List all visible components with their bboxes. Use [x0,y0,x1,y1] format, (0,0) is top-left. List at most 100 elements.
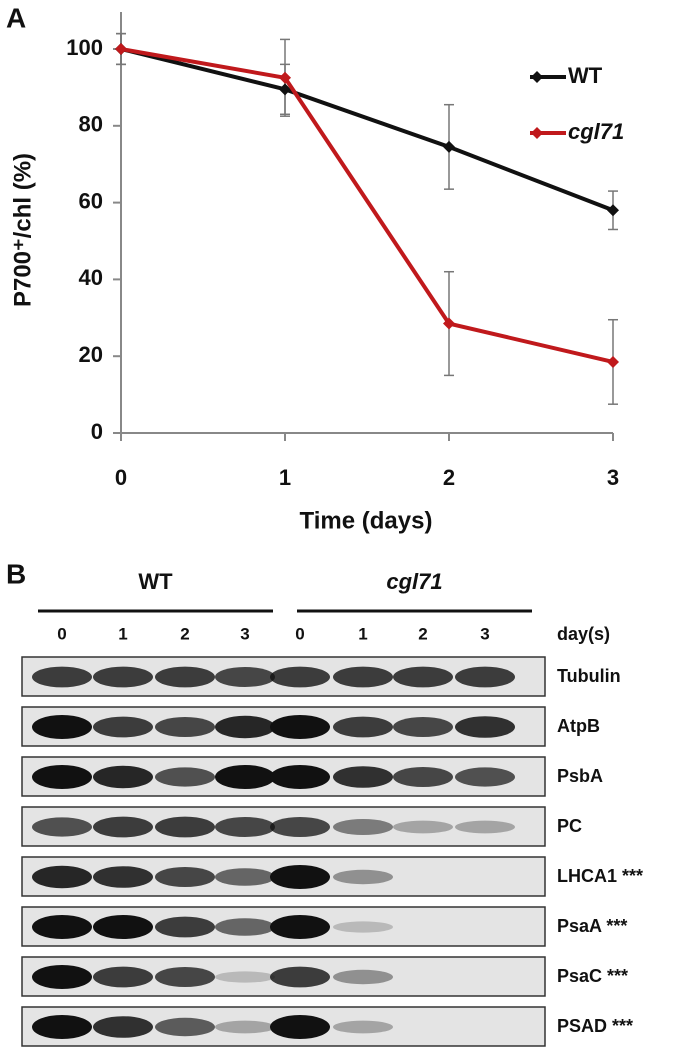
band [455,666,515,688]
band [93,716,153,738]
y-tick-label: 60 [79,188,103,213]
lane-label: 1 [118,624,127,643]
lane-label: 0 [295,624,304,643]
row-label: PsaA *** [557,916,627,936]
band [32,915,92,939]
y-axis-label: P700⁺/chl (%) [9,153,36,307]
band [270,715,330,739]
band [32,765,92,789]
row-label: Tubulin [557,666,621,686]
band [455,767,515,787]
band [155,816,215,838]
band [155,717,215,737]
line [120,47,614,213]
western-blot: WT cgl71 0 1 2 3 0 1 2 3 day(s) Tubulin AtpB PsbA PC LH… [21,569,643,1047]
band [333,666,393,688]
lane-label: 2 [418,624,427,643]
band [215,971,275,983]
lane-label: 0 [57,624,66,643]
y-tick-label: 40 [79,265,103,290]
band [215,868,275,886]
band [270,966,330,988]
lane-label: 3 [480,624,489,643]
x-tick-label: 0 [115,465,127,490]
marker [115,43,127,55]
marker [443,140,455,153]
row-label: LHCA1 *** [557,866,643,886]
marker [607,355,619,368]
x-tick-label: 2 [443,465,455,490]
marker [279,71,291,84]
row-label: PC [557,816,582,836]
legend-marker [531,127,543,139]
panel-label: B [6,558,26,589]
band [93,915,153,939]
lane-label: 2 [180,624,189,643]
band [270,915,330,939]
legend-label: WT [568,63,603,88]
band [333,969,393,985]
band [333,716,393,738]
band [215,918,275,936]
band [155,666,215,688]
line [120,47,614,364]
marker [607,204,619,217]
band [93,666,153,688]
band [393,767,453,787]
row-label: PsaC *** [557,966,628,986]
group-label: WT [138,569,173,594]
band [215,817,275,837]
band [32,965,92,989]
row-label: PSAD *** [557,1016,633,1036]
group-label: cgl71 [386,569,442,594]
band [32,666,92,688]
band [393,820,453,834]
band [93,966,153,988]
band [32,865,92,889]
band [270,1015,330,1039]
band [155,767,215,787]
band [93,816,153,838]
band [455,716,515,738]
band [393,717,453,737]
band [215,1020,275,1034]
row-label: PsbA [557,766,603,786]
marker [443,317,455,330]
band [93,1016,153,1038]
legend-marker [531,71,543,83]
band [270,666,330,688]
band [333,766,393,788]
row-label: AtpB [557,716,600,736]
y-tick-label: 0 [91,419,103,444]
band [32,1015,92,1039]
x-tick-label: 3 [607,465,619,490]
band [155,1017,215,1037]
band [333,869,393,885]
y-tick-label: 20 [79,342,103,367]
band [155,967,215,987]
y-tick-label: 80 [79,112,103,137]
band [333,1020,393,1034]
band [32,817,92,837]
legend-label: cgl71 [568,119,624,144]
band [333,819,393,835]
lane-label: 3 [240,624,249,643]
band [93,765,153,789]
band [270,817,330,837]
band [333,921,393,933]
x-axis-label: Time (days) [300,507,433,534]
band [155,916,215,938]
band [215,667,275,687]
panel-label: A [6,2,26,33]
lane-header: day(s) [557,624,610,644]
band [393,666,453,688]
band [32,715,92,739]
y-tick-label: 100 [66,35,103,60]
band [455,820,515,834]
marker [279,83,291,96]
x-tick-label: 1 [279,465,291,490]
band [93,866,153,888]
band [270,865,330,889]
band [155,867,215,887]
